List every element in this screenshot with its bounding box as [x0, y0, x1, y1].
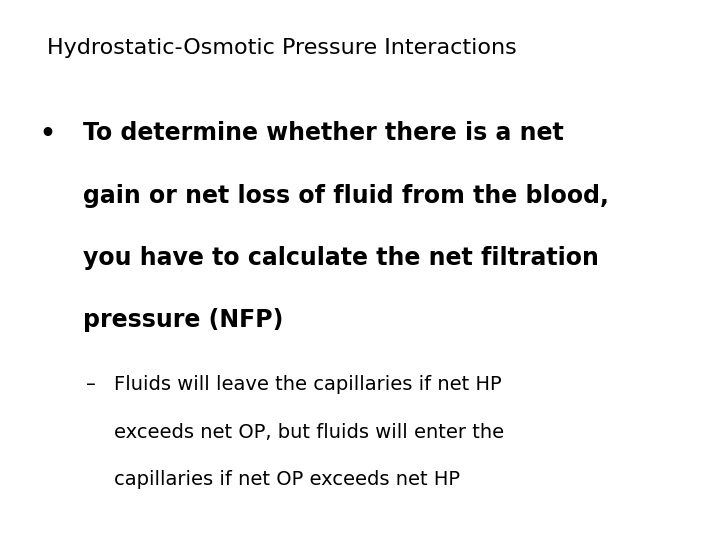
Text: To determine whether there is a net: To determine whether there is a net	[83, 122, 564, 145]
Text: pressure (NFP): pressure (NFP)	[83, 308, 283, 332]
Text: capillaries if net OP exceeds net HP: capillaries if net OP exceeds net HP	[114, 470, 460, 489]
Text: gain or net loss of fluid from the blood,: gain or net loss of fluid from the blood…	[83, 184, 608, 207]
Text: you have to calculate the net filtration: you have to calculate the net filtration	[83, 246, 598, 269]
Text: –: –	[86, 375, 96, 394]
Text: exceeds net OP, but fluids will enter the: exceeds net OP, but fluids will enter th…	[114, 423, 504, 442]
Text: Hydrostatic-Osmotic Pressure Interactions: Hydrostatic-Osmotic Pressure Interaction…	[47, 38, 516, 58]
Text: Fluids will leave the capillaries if net HP: Fluids will leave the capillaries if net…	[114, 375, 501, 394]
Text: •: •	[40, 122, 55, 145]
